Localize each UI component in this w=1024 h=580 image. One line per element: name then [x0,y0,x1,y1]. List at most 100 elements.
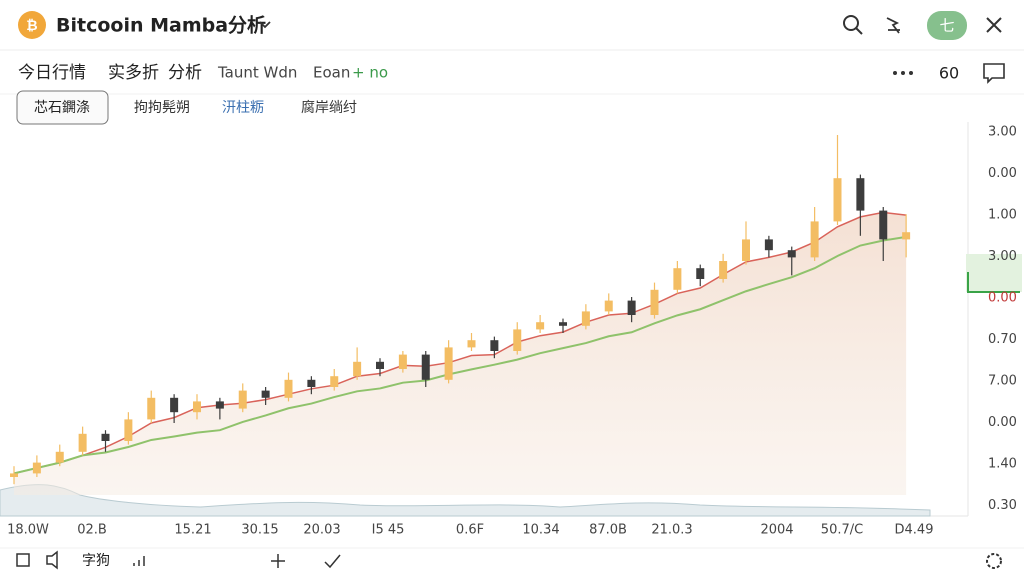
price-label: 0.00 [988,291,1017,306]
ma-fast [13,211,907,475]
share-button[interactable] [886,17,900,34]
candle-body [444,347,453,380]
candle-body [490,340,499,351]
candle-body [879,210,888,240]
interval[interactable]: 60 [939,64,959,83]
settings-button[interactable] [986,553,1002,569]
price-label: 0.30 [988,498,1017,513]
candle-body [810,221,819,258]
time-label: 20.03 [303,523,340,538]
candle-body [833,178,842,222]
app-title: Bitcooin Mamba分析 [56,14,266,37]
layout-button[interactable] [16,553,30,567]
ma-area [14,212,907,495]
candle-body [78,433,87,452]
candle-body [398,354,407,369]
candle-body [193,401,201,413]
candle-body [902,232,911,240]
candle-body [513,329,522,351]
logo-glyph: ₿ [26,18,37,34]
more-button[interactable] [893,71,913,75]
time-label: 30.15 [241,523,278,538]
candle-body [124,419,133,441]
toolbar-item: Taunt Wdn [217,64,297,82]
time-label: 02.B [77,523,107,538]
price-label: 1.00 [988,208,1017,223]
candle-body [10,473,18,477]
time-label: 2004 [760,523,793,538]
candle-body [32,462,41,474]
time-label: 0.6F [456,523,484,538]
candle-body [215,401,224,409]
candle-body [376,361,384,369]
tab[interactable]: 汧柱粝 [222,100,264,116]
candle-body [284,379,293,398]
tab[interactable]: 芯石鐦涤 [34,100,90,116]
toolbar-item: 分析 [168,63,202,83]
time-label: 21.0.3 [651,523,692,538]
toolbar-item: 实多折 [108,63,159,83]
candle-body [307,379,316,387]
time-label: I5 45 [372,523,405,538]
time-label: 10.34 [522,523,559,538]
check-button[interactable] [324,554,341,569]
candle-body [856,178,865,211]
ma-slow [13,235,907,475]
candle-body [170,397,179,413]
candle-body [696,268,705,279]
toolbar-item: 今日行情 [18,63,86,83]
candle-body [742,239,750,261]
bars-icon[interactable] [133,556,145,566]
candle-body [787,250,796,258]
candle-body [604,300,613,312]
chat-button[interactable] [983,63,1005,84]
add-button[interactable] [271,554,285,568]
candle-body [467,340,476,348]
price-label: 0.00 [988,166,1017,181]
candle-body [650,289,659,315]
badge-button[interactable] [927,11,967,40]
candle-body [627,300,636,315]
sound-button[interactable] [46,550,58,570]
search-button[interactable] [843,15,863,35]
footer-label[interactable]: 字狗 [82,553,110,569]
badge-text: 七 [939,17,954,35]
candle-body [330,376,339,387]
volume-area [0,484,931,517]
title-dropdown[interactable] [259,21,271,29]
candle-body [421,354,430,380]
toolbar-item: Eoan [313,64,350,82]
time-label: 15.21 [174,523,211,538]
tab[interactable]: 腐岸绱纣 [301,99,357,116]
candle-body [559,322,567,326]
price-label: 0.00 [988,415,1017,430]
candle-body [581,311,590,326]
price-marker [967,272,1020,293]
candle-body [238,390,247,409]
logo [18,11,46,39]
toolbar-item: + no [352,64,388,82]
tab[interactable]: 拘拘髡朔 [134,100,190,116]
close-button[interactable] [986,17,1002,33]
tab-active[interactable] [16,90,109,125]
candle-body [719,261,728,279]
candle-body [673,268,682,290]
price-label: 3.00 [988,249,1017,264]
candle-body [147,397,156,420]
price-label: 1.40 [988,457,1017,472]
time-label: 50.7/C [821,523,863,538]
price-label: 3.00 [988,125,1017,140]
candle-body [353,361,362,377]
time-label: 87.0B [589,523,627,538]
price-label: 7.00 [988,374,1017,389]
time-label: 18.0W [7,523,49,538]
candle-body [101,433,110,441]
candle-body [261,390,270,398]
candle-body [536,322,545,330]
candle-body [55,451,64,463]
time-label: D4.49 [895,523,934,538]
price-highlight [966,254,1022,292]
candle-body [764,239,773,251]
